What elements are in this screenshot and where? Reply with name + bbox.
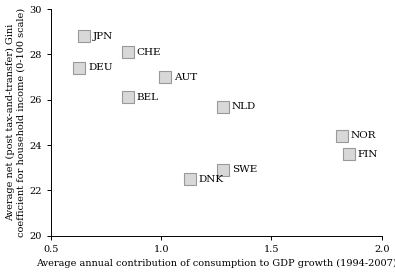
- Text: DEU: DEU: [88, 64, 113, 73]
- Text: CHE: CHE: [137, 48, 161, 57]
- Text: NOR: NOR: [351, 132, 376, 141]
- Text: BEL: BEL: [137, 93, 159, 102]
- Text: DNK: DNK: [199, 175, 224, 184]
- Text: FIN: FIN: [357, 150, 378, 159]
- Text: AUT: AUT: [174, 73, 198, 82]
- Text: SWE: SWE: [232, 165, 257, 175]
- Y-axis label: Average net (post tax-and-transfer) Gini
coefficient for household income (0-100: Average net (post tax-and-transfer) Gini…: [6, 8, 25, 237]
- Text: JPN: JPN: [93, 32, 113, 41]
- Text: NLD: NLD: [232, 102, 256, 111]
- X-axis label: Average annual contribution of consumption to GDP growth (1994-2007): Average annual contribution of consumpti…: [36, 259, 395, 269]
